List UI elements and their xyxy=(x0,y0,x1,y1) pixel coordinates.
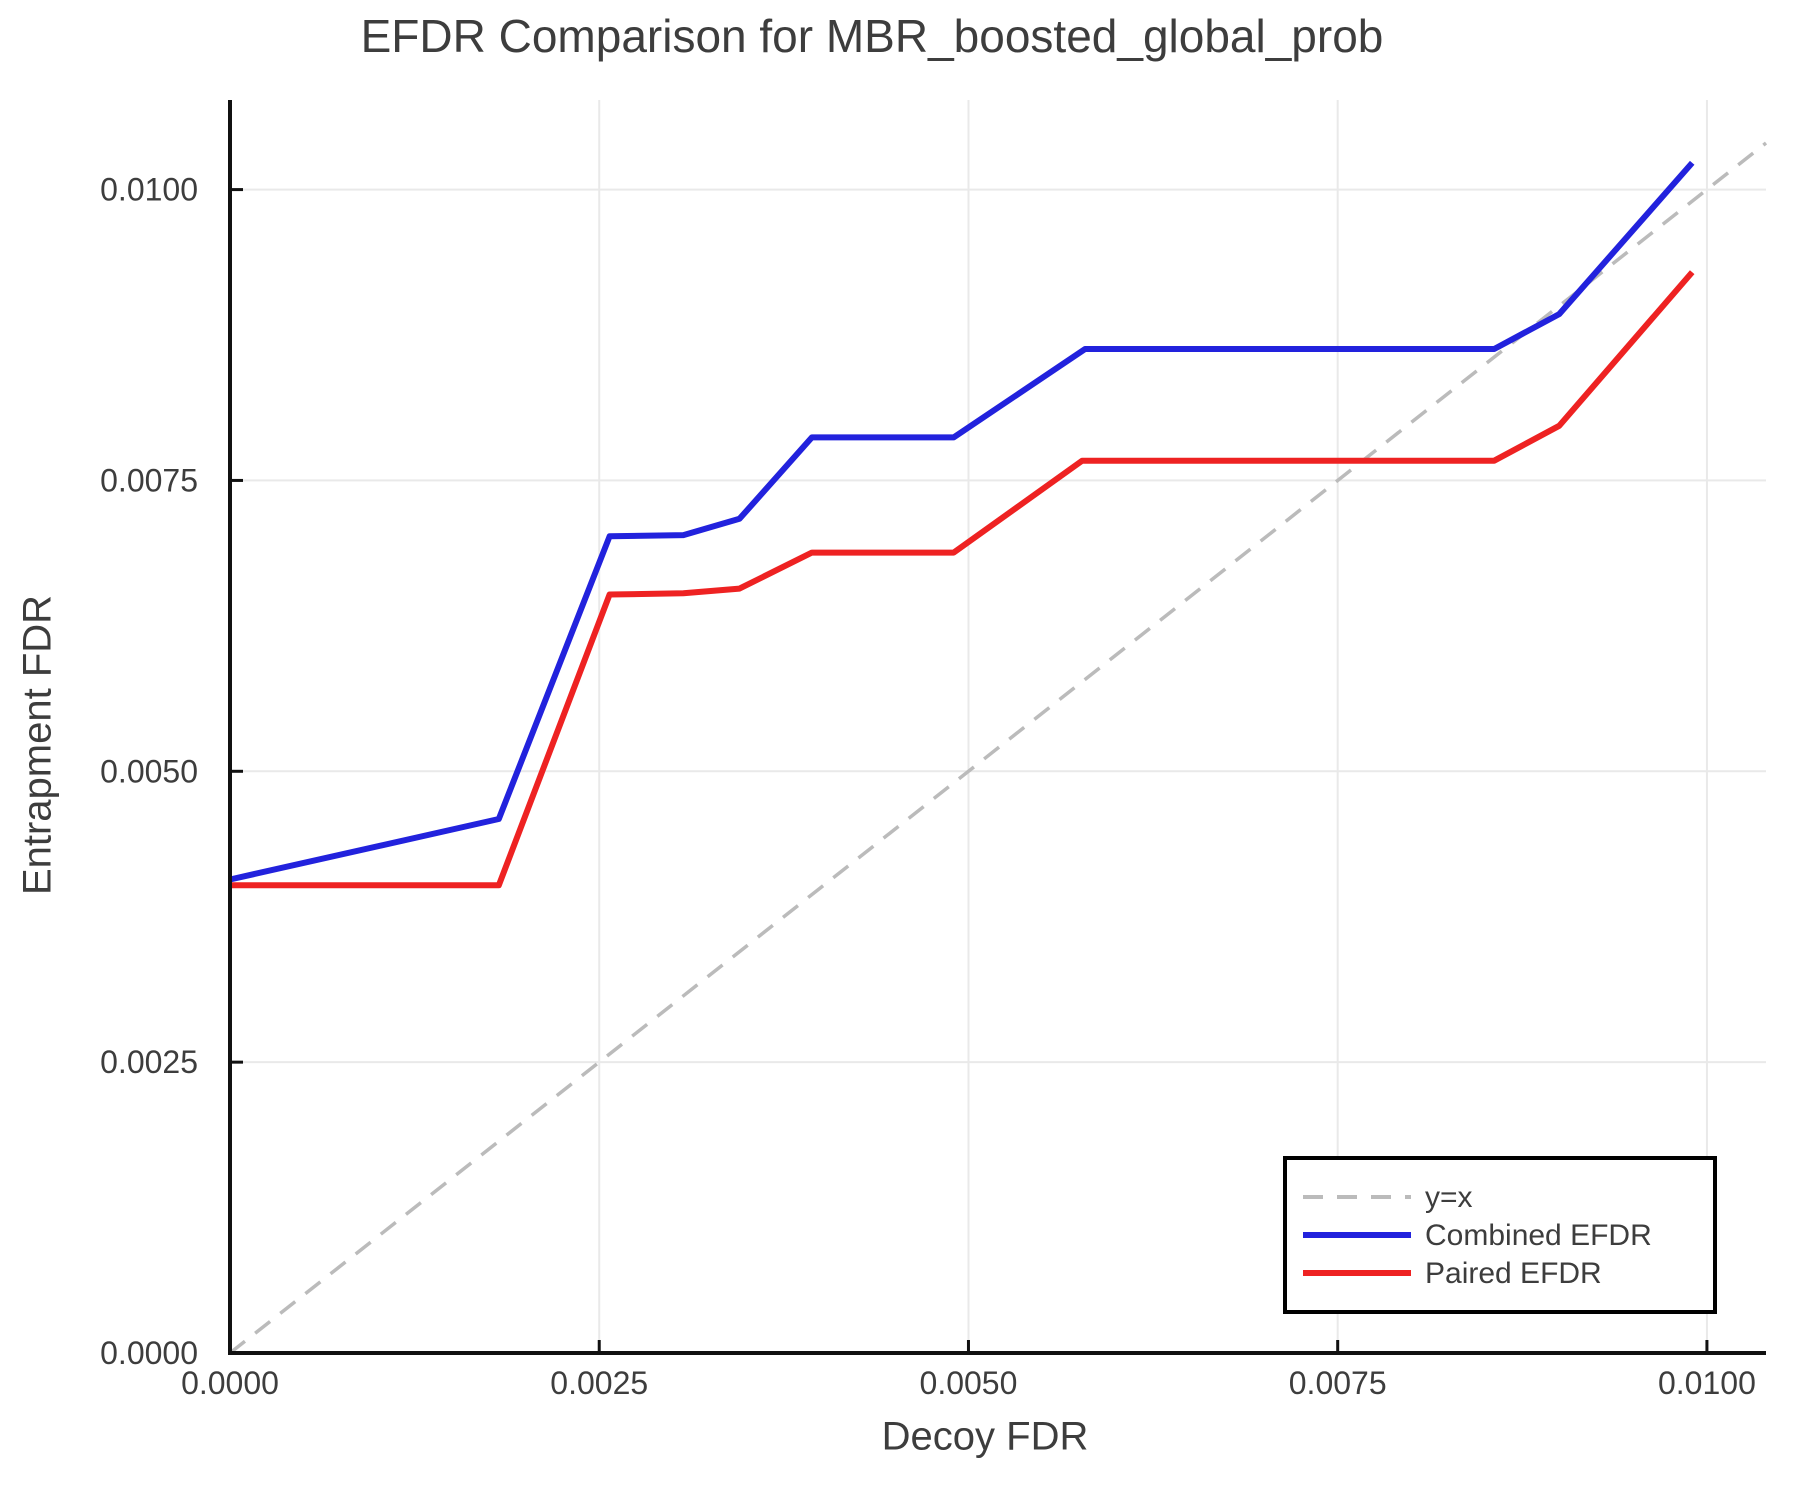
x-axis-label: Decoy FDR xyxy=(881,1414,1089,1459)
y-tick-label: 0.0025 xyxy=(100,1044,198,1080)
y-tick-label: 0.0100 xyxy=(100,172,198,208)
chart-title: EFDR Comparison for MBR_boosted_global_p… xyxy=(360,10,1384,62)
legend-item-label: Paired EFDR xyxy=(1425,1257,1602,1290)
x-tick-label: 0.0075 xyxy=(1289,1365,1387,1401)
x-tick-label: 0.0100 xyxy=(1658,1365,1756,1401)
series-line-y-x xyxy=(228,141,1768,1355)
series-line-combined-efdr xyxy=(229,160,1695,883)
y-axis-label: Entrapment FDR xyxy=(15,594,60,896)
legend-item-label: Combined EFDR xyxy=(1425,1219,1652,1252)
legend-item-label: y=x xyxy=(1425,1181,1473,1214)
x-tick-label: 0.0050 xyxy=(920,1365,1018,1401)
x-tick-label: 0.0000 xyxy=(181,1365,279,1401)
y-tick-label: 0.0075 xyxy=(100,462,198,498)
y-tick-label: 0.0050 xyxy=(100,753,198,789)
series-line-paired-efdr xyxy=(230,270,1695,889)
x-tick-label: 0.0025 xyxy=(550,1365,648,1401)
y-tick-label: 0.0000 xyxy=(100,1335,198,1371)
